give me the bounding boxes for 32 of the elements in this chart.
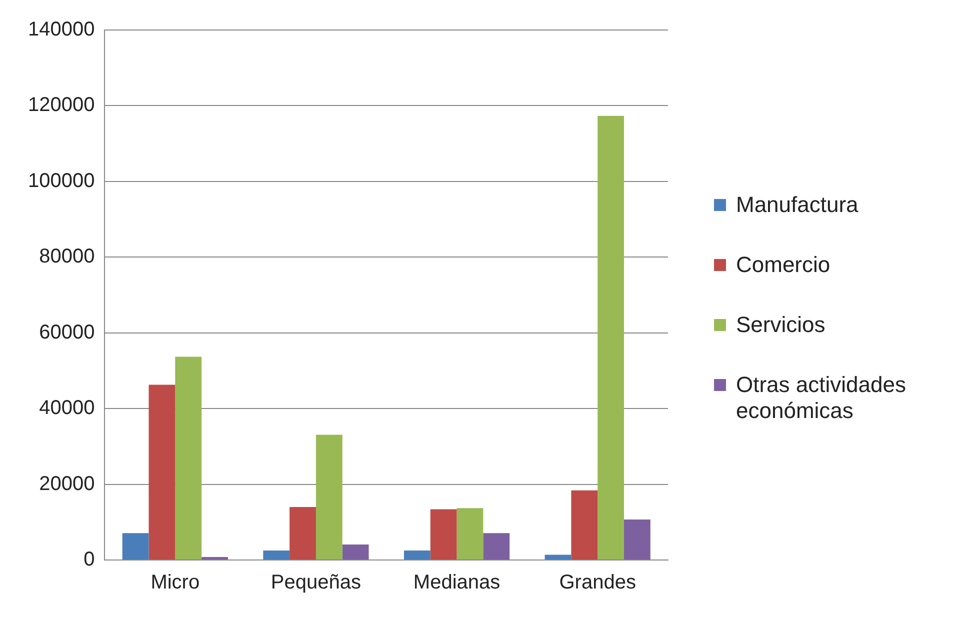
x-tick-label: Grandes xyxy=(559,572,636,594)
bar xyxy=(263,550,290,560)
y-tick-label: 120000 xyxy=(28,94,95,116)
legend-label: Servicios xyxy=(736,312,826,338)
y-tick-label: 80000 xyxy=(39,246,95,268)
y-tick-label: 140000 xyxy=(28,18,95,41)
bar xyxy=(122,533,149,560)
bar xyxy=(175,356,202,560)
legend-label: Manufactura xyxy=(736,192,858,218)
bar xyxy=(598,116,624,560)
y-tick-label: 0 xyxy=(84,548,95,571)
x-tick-label: Micro xyxy=(150,572,200,594)
bar xyxy=(202,556,228,560)
bar xyxy=(456,508,484,560)
bar xyxy=(544,554,572,560)
y-tick-label: 60000 xyxy=(39,321,95,344)
bar xyxy=(342,544,369,560)
bar xyxy=(404,550,430,560)
bar xyxy=(430,509,457,560)
bar xyxy=(571,490,598,560)
bar xyxy=(483,533,510,560)
y-tick-label: 40000 xyxy=(39,397,95,420)
y-tick-label: 20000 xyxy=(39,472,95,495)
x-tick-label: Medianas xyxy=(413,572,500,594)
legend-label: Otras actividades económicas xyxy=(736,372,907,424)
x-tick-label: Pequeñas xyxy=(270,572,361,594)
bar xyxy=(148,384,176,560)
bar xyxy=(316,434,342,560)
legend-label: Comercio xyxy=(736,252,830,278)
bar xyxy=(624,519,650,560)
y-tick-label: 100000 xyxy=(28,170,95,192)
bar xyxy=(290,507,316,560)
